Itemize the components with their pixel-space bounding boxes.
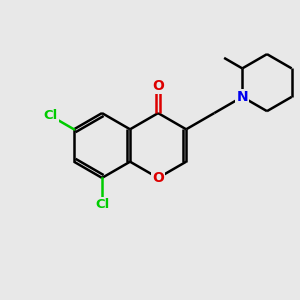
Text: Cl: Cl [44, 109, 58, 122]
Text: N: N [236, 90, 248, 104]
Text: Cl: Cl [95, 198, 109, 212]
Text: O: O [152, 79, 164, 93]
Text: O: O [152, 171, 164, 185]
